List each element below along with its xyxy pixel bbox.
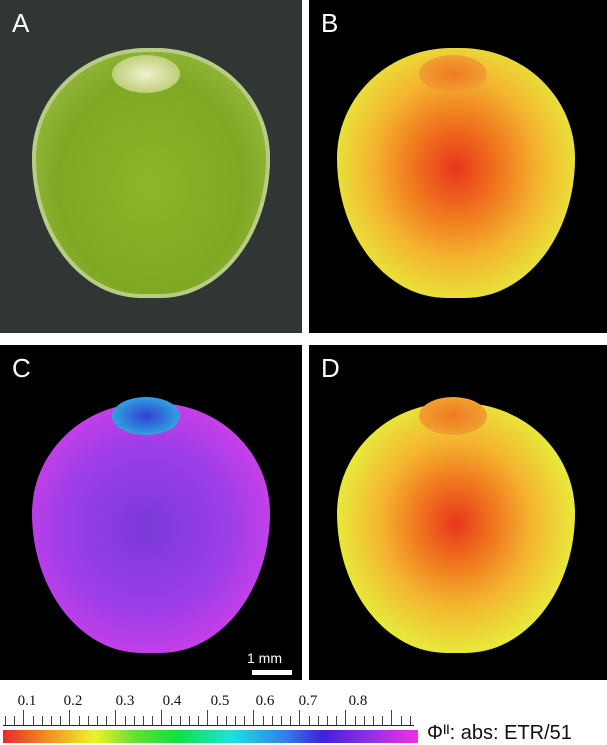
tick-label: 0.1 bbox=[17, 693, 37, 709]
colorbar-tick bbox=[161, 710, 163, 725]
colorbar-tick bbox=[115, 710, 117, 725]
colorbar-tick bbox=[391, 710, 393, 725]
colorbar-tick bbox=[299, 710, 301, 725]
colorbar bbox=[3, 730, 418, 743]
colorbar-tick bbox=[69, 710, 71, 725]
seed-image bbox=[337, 403, 575, 653]
colorbar-tick bbox=[382, 716, 384, 725]
colorbar-tick bbox=[400, 716, 402, 725]
scale-bar bbox=[252, 670, 292, 675]
colorbar-tick bbox=[152, 716, 154, 725]
colorbar-axis bbox=[3, 725, 414, 726]
colorbar-tick bbox=[51, 716, 52, 725]
colorbar-tick bbox=[354, 716, 356, 725]
panel-label: A bbox=[12, 8, 30, 38]
colorbar-tick bbox=[216, 716, 218, 725]
colorbar-tick bbox=[409, 716, 411, 725]
tick-label: 0.6 bbox=[255, 693, 275, 709]
panel-a: A bbox=[0, 0, 302, 333]
colorbar-tick bbox=[106, 716, 108, 725]
colorbar-tick bbox=[290, 716, 292, 725]
seed-cap bbox=[112, 397, 180, 435]
colorbar-tick bbox=[41, 716, 43, 725]
colorbar-tick bbox=[87, 716, 89, 725]
colorbar-tick bbox=[327, 716, 328, 725]
colorbar-tick bbox=[317, 716, 319, 725]
colorbar-tick bbox=[235, 716, 236, 725]
colorbar-tick bbox=[336, 716, 338, 725]
colorbar-tick bbox=[133, 716, 135, 725]
seed-cap bbox=[419, 397, 487, 435]
tick-label: 0.5 bbox=[210, 693, 230, 709]
colorbar-tick bbox=[143, 716, 144, 725]
colorbar-tick bbox=[363, 716, 365, 725]
colorbar-tick bbox=[207, 710, 209, 725]
panel-label: B bbox=[321, 8, 339, 38]
colorbar-tick bbox=[189, 716, 190, 725]
tick-label: 0.3 bbox=[115, 693, 135, 709]
colorbar-tick bbox=[345, 710, 347, 725]
colorbar-tick bbox=[5, 716, 6, 725]
colorbar-tick bbox=[262, 716, 264, 725]
tick-label: 0.4 bbox=[162, 693, 182, 709]
colorbar-tick bbox=[14, 716, 16, 725]
colorbar-tick bbox=[97, 716, 98, 725]
panel-d: D bbox=[309, 345, 607, 680]
colorbar-tick bbox=[271, 716, 273, 725]
seed-image bbox=[32, 403, 270, 653]
colorbar-tick bbox=[281, 716, 282, 725]
tick-label: 0.7 bbox=[298, 693, 318, 709]
tick-label: 0.8 bbox=[348, 693, 368, 709]
panel-c: C 1 mm bbox=[0, 345, 302, 680]
colorbar-tick bbox=[60, 716, 62, 725]
colorbar-label: Φᴵᴵ: abs: ETR/51 bbox=[427, 722, 572, 744]
colorbar-tick bbox=[124, 716, 126, 725]
scale-bar-label: 1 mm bbox=[247, 650, 282, 666]
panel-label: D bbox=[321, 353, 340, 383]
panel-b: B bbox=[309, 0, 607, 333]
colorbar-tick bbox=[78, 716, 80, 725]
colorbar-tick bbox=[198, 716, 200, 725]
colorbar-tick bbox=[373, 716, 374, 725]
seed-cap bbox=[112, 55, 180, 93]
colorbar-tick bbox=[179, 716, 181, 725]
colorbar-tick bbox=[225, 716, 227, 725]
colorbar-tick bbox=[23, 710, 25, 725]
colorbar-tick bbox=[32, 716, 34, 725]
colorbar-tick bbox=[170, 716, 172, 725]
tick-label: 0.2 bbox=[63, 693, 83, 709]
panel-label: C bbox=[12, 353, 31, 383]
colorbar-tick bbox=[244, 716, 246, 725]
colorbar-tick bbox=[308, 716, 310, 725]
seed-cap bbox=[419, 55, 487, 93]
colorbar-tick bbox=[253, 710, 255, 725]
